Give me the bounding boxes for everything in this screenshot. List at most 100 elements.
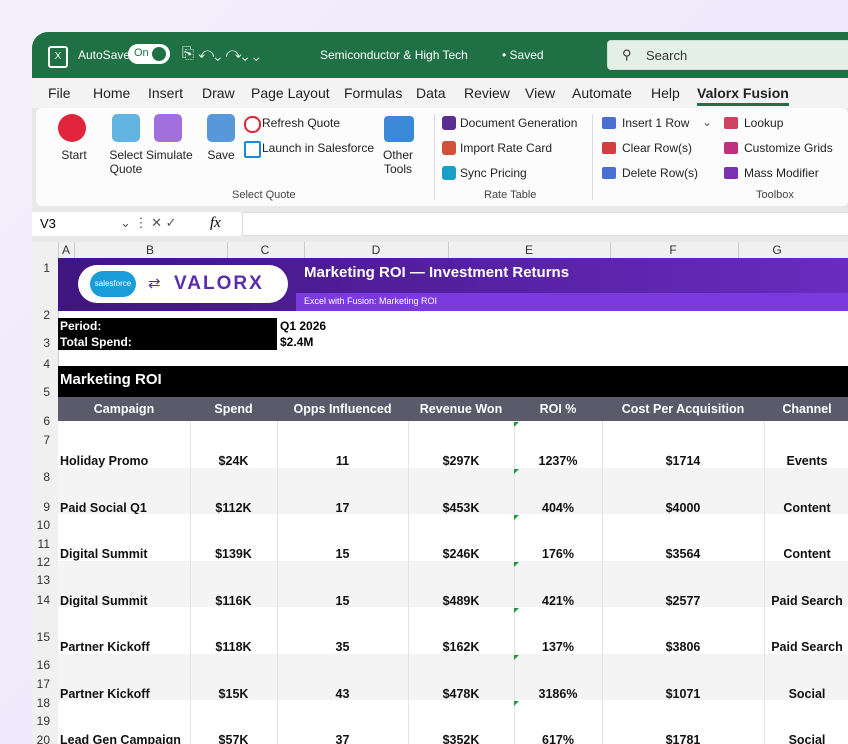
ribbon-tab[interactable]: Data — [416, 85, 446, 101]
column-header: A — [61, 243, 70, 257]
separator — [434, 114, 435, 200]
table-cell: $2577 — [665, 593, 701, 608]
row-number: 16 — [36, 658, 50, 672]
ribbon-item[interactable]: Sync Pricing — [460, 166, 527, 180]
row-number: 1 — [43, 261, 50, 275]
search-icon: ⚲ — [622, 47, 632, 62]
row-number: 15 — [36, 630, 50, 644]
ribbon-tab[interactable]: Automate — [572, 85, 632, 101]
ribbon-item[interactable]: Refresh Quote — [262, 116, 341, 130]
table-cell: $162K — [442, 640, 480, 654]
column-divider — [74, 242, 75, 258]
table-cell: Partner Kickoff — [60, 686, 150, 701]
autosave-label: AutoSave — [78, 48, 131, 62]
table-cell: Social — [788, 733, 826, 744]
ribbon-item[interactable]: Customize Grids — [744, 141, 833, 155]
table-row — [58, 653, 848, 700]
column-header: G — [772, 243, 782, 257]
ribbon-item[interactable]: Mass Modifier — [744, 166, 819, 180]
table-cell: 11 — [335, 454, 350, 468]
cell-border — [514, 467, 515, 514]
cell-border — [764, 653, 765, 700]
cell-border — [190, 607, 191, 654]
toggle-text: On — [134, 47, 149, 59]
ribbon-item[interactable]: Insert 1 Row — [622, 116, 690, 130]
row-number: 18 — [36, 696, 50, 710]
table-cell: 1237% — [538, 454, 578, 468]
ribbon-icon — [602, 142, 616, 154]
search-box[interactable]: ⚲ Search — [607, 40, 848, 70]
toggle-knob — [152, 47, 166, 61]
table-header-row — [58, 397, 848, 421]
ribbon-item[interactable]: Launch in Salesforce — [262, 141, 375, 155]
ribbon-tab[interactable]: Home — [93, 85, 131, 101]
table-cell: Paid Social Q1 — [60, 500, 147, 515]
ribbon-tab[interactable]: File — [48, 85, 71, 101]
cell-border — [190, 514, 191, 561]
ribbon-icon — [244, 116, 261, 133]
autosave-toggle[interactable]: On — [128, 44, 170, 64]
table-cell: $24K — [218, 454, 249, 468]
search-placeholder: Search — [646, 48, 688, 63]
ribbon-tab[interactable]: View — [525, 85, 556, 101]
ribbon-tab[interactable]: Valorx Fusion — [697, 85, 789, 106]
ribbon-icon — [602, 167, 616, 179]
table-cell: 137% — [542, 640, 574, 654]
dropdown-arrow[interactable]: ⌄ — [702, 115, 713, 129]
comment-marker — [514, 654, 519, 660]
cell-border — [602, 467, 603, 514]
row-number: 2 — [43, 308, 50, 322]
ribbon-tab[interactable]: Insert — [148, 85, 184, 101]
ribbon-tab[interactable]: Help — [651, 85, 680, 101]
row-number: 5 — [43, 385, 50, 399]
ribbon: Start Select Quote Simulate Save Refresh Quo… — [36, 108, 848, 206]
ribbon-item[interactable]: Clear Row(s) — [622, 141, 693, 155]
table-cell: $116K — [215, 593, 252, 608]
cell-border — [514, 607, 515, 654]
cell-border — [277, 467, 278, 514]
ribbon-item[interactable]: Document Generation — [460, 116, 578, 130]
info-label: Total Spend: — [60, 335, 132, 349]
row-number: 14 — [36, 593, 50, 607]
cell-border — [764, 607, 765, 654]
ribbon-icon — [724, 117, 738, 129]
ribbon-item[interactable]: Delete Row(s) — [622, 166, 699, 180]
table-cell: 35 — [335, 640, 350, 654]
table-cell: 176% — [542, 547, 574, 561]
quick-access[interactable]: ⎘ ↶⌄ ↷⌄ ⌄ — [182, 45, 260, 62]
cell-border — [764, 467, 765, 514]
cell-border — [514, 421, 515, 468]
ribbon-item[interactable]: Lookup — [744, 116, 784, 130]
table-row — [58, 514, 848, 561]
section-title: Marketing ROI — [60, 371, 162, 388]
cell-border — [190, 700, 191, 744]
table-cell: $489K — [442, 593, 480, 608]
ribbon-item[interactable]: Import Rate Card — [460, 141, 553, 155]
table-cell: Lead Gen Campaign — [60, 733, 181, 744]
table-cell: $3564 — [665, 547, 701, 561]
cell-border — [764, 514, 765, 561]
separator — [592, 114, 593, 200]
table-cell: Social — [788, 686, 826, 701]
column-divider — [227, 242, 228, 258]
ribbon-tab[interactable]: Page Layout — [251, 85, 330, 101]
logo-pill: salesforce ⇄ VALORX — [78, 265, 288, 303]
formula-input[interactable] — [242, 212, 848, 236]
row-number: 19 — [36, 714, 50, 728]
ribbon-tab[interactable]: Review — [464, 85, 510, 101]
ribbon-tab[interactable]: Draw — [202, 85, 235, 101]
ribbon-button[interactable]: Other Tools — [382, 148, 413, 176]
table-cell: Paid Search — [771, 640, 843, 654]
cell-border — [277, 607, 278, 654]
cell-border — [408, 421, 409, 468]
table-cell: 15 — [335, 547, 350, 561]
button-label: Simulate — [146, 148, 193, 162]
ribbon-icon — [442, 141, 456, 155]
button-icon — [58, 114, 86, 142]
name-box[interactable]: V3 — [40, 216, 56, 231]
ribbon-tab[interactable]: Formulas — [344, 85, 403, 101]
cell-border — [602, 514, 603, 561]
column-header: B — [145, 243, 154, 257]
cell-border — [764, 700, 765, 744]
row-number: 13 — [36, 573, 50, 587]
